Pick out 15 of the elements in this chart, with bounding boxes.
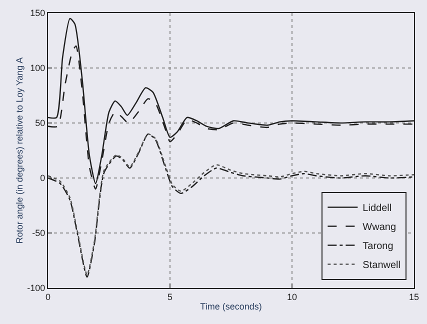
y-tick-label: 50	[35, 118, 46, 128]
y-tick-label: -100	[27, 283, 46, 294]
y-tick-label: 100	[30, 63, 46, 74]
x-axis-title: Time (seconds)	[200, 302, 262, 312]
x-tick-label: 15	[408, 292, 420, 302]
legend-label: Tarong	[362, 241, 394, 252]
legend-label: Stanwell	[362, 260, 400, 272]
y-tick-label: 150	[30, 8, 46, 18]
legend-label: Liddell	[362, 203, 392, 214]
x-tick-label: 5	[167, 292, 173, 302]
x-tick-label: 10	[286, 292, 298, 302]
y-axis-title: Rotor angle (in degrees) relative to Loy Yang A	[14, 57, 25, 244]
y-tick-label: -50	[32, 228, 46, 238]
y-tick-label: 0	[40, 173, 46, 184]
legend-label: Wwang	[362, 222, 396, 234]
